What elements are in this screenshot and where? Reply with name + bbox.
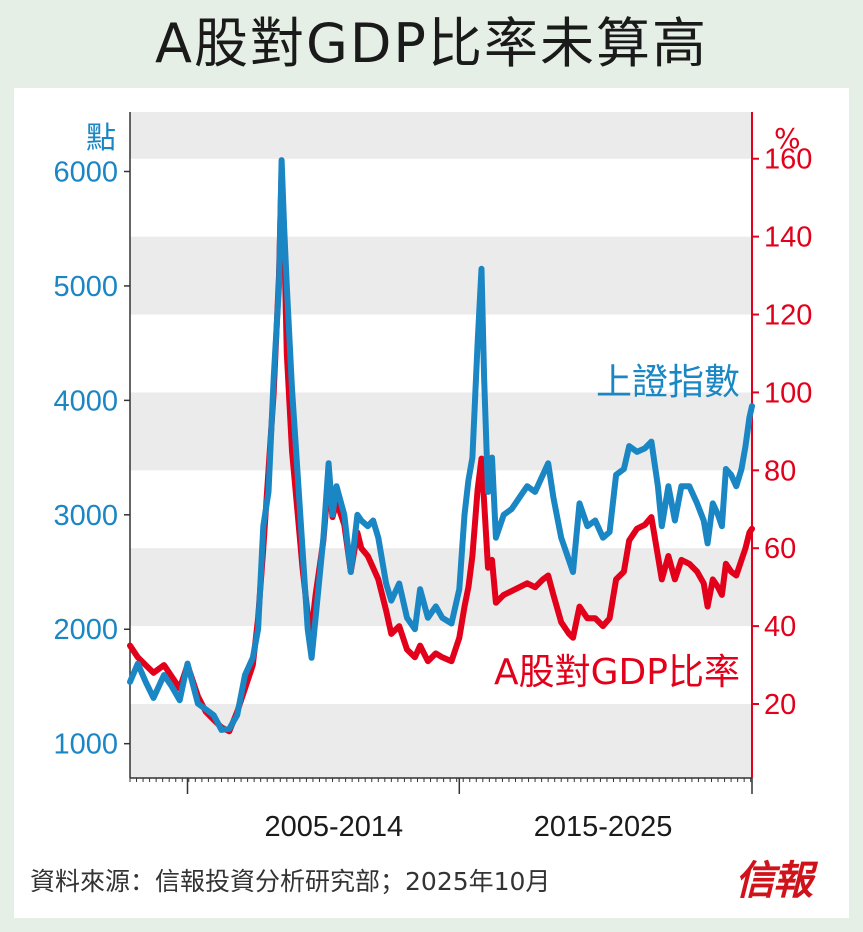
left-axis-tick-label: 4000 [53, 385, 118, 417]
source-note: 資料來源：信報投資分析研究部；2025年10月 [30, 867, 551, 896]
grid-band [130, 704, 752, 778]
series-label-a-share-gdp-ratio: A股對GDP比率 [494, 652, 740, 693]
right-axis-tick-label: 80 [764, 455, 796, 487]
grid-band [130, 236, 752, 315]
right-axis-tick-label: 60 [764, 533, 796, 565]
left-axis-tick-label: 3000 [53, 500, 118, 532]
right-axis-unit: % [774, 122, 801, 155]
right-axis-tick-label: 20 [764, 689, 796, 721]
right-axis-tick-label: 120 [764, 300, 812, 332]
left-axis-tick-label: 6000 [53, 157, 118, 189]
right-axis-tick-label: 160 [764, 144, 812, 176]
grid-band [130, 112, 752, 159]
x-axis-label: 2015-2025 [534, 811, 673, 843]
series-label-shanghai-index: 上證指數 [596, 362, 740, 403]
series-line-shanghai-index [127, 157, 755, 733]
right-axis-tick-label: 100 [764, 377, 812, 409]
right-axis-tick-label: 40 [764, 611, 796, 643]
grid-band [130, 392, 752, 471]
hkej-logo: 信報 [735, 857, 813, 904]
left-axis-tick-label: 5000 [53, 271, 118, 303]
left-axis-tick-label: 2000 [53, 614, 118, 646]
left-axis-unit: 點 [86, 121, 116, 156]
left-axis-tick-label: 1000 [53, 729, 118, 761]
chart-title: A股對GDP比率未算高 [155, 12, 708, 75]
right-axis-tick-label: 140 [764, 222, 812, 254]
x-axis-label: 2005-2014 [265, 811, 404, 843]
